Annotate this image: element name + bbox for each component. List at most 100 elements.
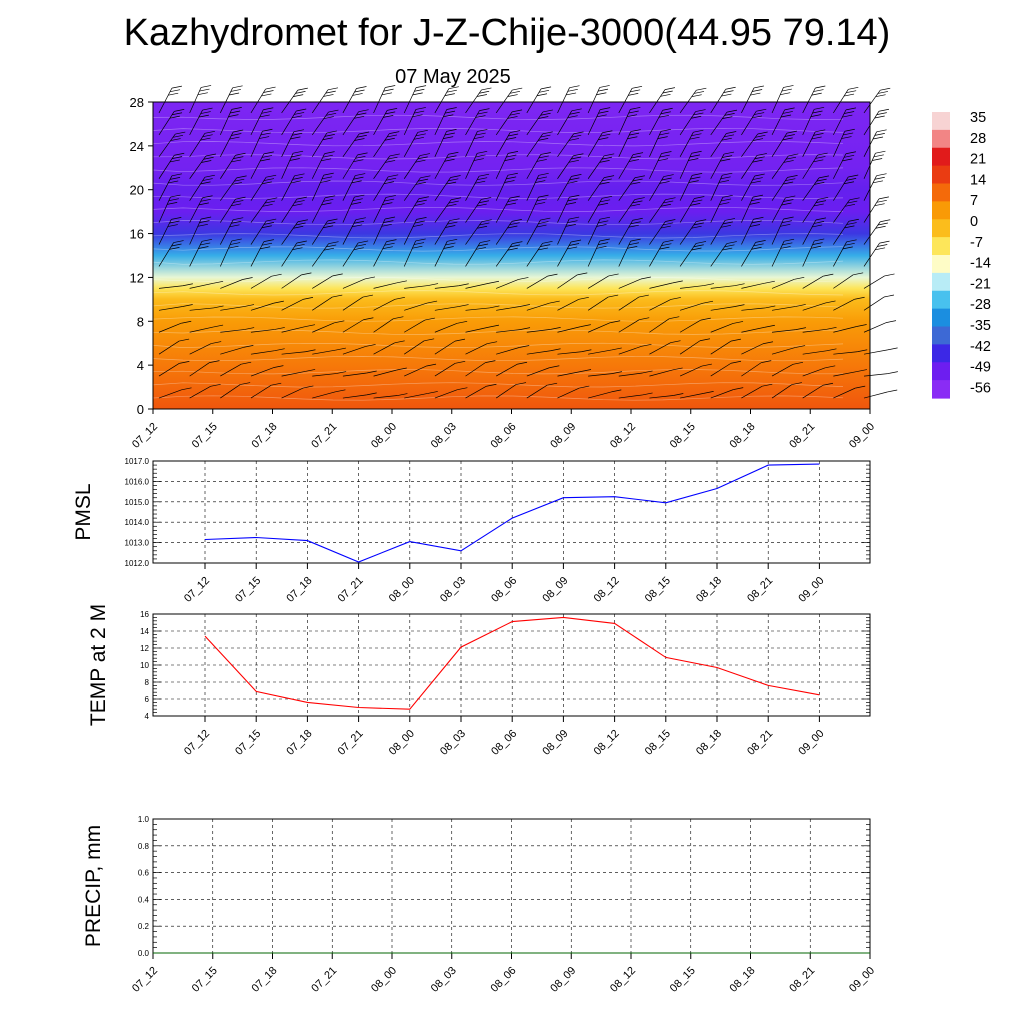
heatmap-xtick-label: 09_00 (847, 421, 877, 451)
colorbar-swatch (932, 326, 950, 345)
wind-barb (495, 195, 520, 223)
wind-barb (557, 153, 584, 179)
wind-barb (219, 129, 244, 157)
wind-barb (158, 240, 184, 267)
wind-barb (465, 197, 492, 223)
wind-barb (802, 382, 834, 399)
wind-barb (710, 194, 733, 223)
wind-barb (833, 174, 859, 201)
temp2m-ytick-label: 8 (145, 678, 150, 687)
wind-barb (618, 107, 641, 136)
wind-barb (189, 341, 222, 355)
wind-barb (250, 128, 273, 157)
wind-barb (465, 240, 491, 267)
wind-barb (618, 276, 651, 289)
wind-barb (741, 280, 775, 289)
wind-barb (342, 173, 366, 201)
isotherm-line (152, 193, 844, 199)
colorbar-swatch (932, 219, 950, 238)
wind-barb (434, 320, 468, 333)
wind-barb (465, 173, 490, 201)
wind-barb (312, 320, 345, 333)
precip-xtick-label: 08_06 (489, 965, 519, 995)
isotherm-line (152, 220, 844, 226)
isotherm-line (152, 127, 844, 134)
wind-barb (679, 363, 712, 377)
precip-ytick-label: 0.0 (138, 949, 150, 958)
wind-barb (771, 85, 794, 114)
page-subtitle: 07 May 2025 (395, 66, 511, 88)
wind-barb (771, 382, 802, 399)
wind-barb (189, 305, 224, 311)
wind-barb (496, 277, 529, 289)
heatmap-ytick-label: 28 (130, 95, 144, 110)
wind-barb (373, 195, 396, 223)
wind-barb (557, 194, 580, 223)
wind-barb (863, 389, 898, 399)
colorbar-label: -56 (970, 380, 991, 396)
wind-barb (679, 219, 707, 245)
wind-barb (557, 216, 580, 245)
wind-barb (404, 283, 439, 289)
wind-barb (618, 152, 644, 179)
wind-barb (833, 86, 859, 114)
colorbar-swatch (932, 362, 950, 381)
precip-xtick-label: 08_15 (668, 965, 698, 995)
wind-barb (465, 150, 488, 179)
wind-barb (771, 276, 805, 289)
wind-barb (526, 172, 549, 201)
wind-barb (465, 219, 492, 245)
pmsl-ytick-label: 1014.0 (125, 518, 150, 527)
wind-barb (434, 218, 460, 245)
wind-barb (649, 197, 676, 223)
pmsl-xtick-label: 07_18 (284, 575, 314, 605)
wind-barb (281, 219, 308, 245)
isotherm-line (152, 356, 844, 362)
wind-barb (342, 344, 376, 355)
wind-barb (587, 175, 615, 201)
wind-barb (526, 348, 561, 355)
colorbar-label: 7 (970, 193, 978, 209)
wind-barb (403, 217, 427, 245)
wind-barb (741, 216, 764, 245)
wind-barb (802, 217, 827, 245)
wind-barb (403, 238, 426, 267)
temp2m-xtick-label: 08_00 (387, 728, 417, 758)
wind-barb (587, 85, 610, 114)
wind-barb (679, 129, 704, 157)
pmsl-ytick-label: 1013.0 (125, 539, 150, 548)
wind-barb (557, 85, 580, 114)
wind-barb (833, 239, 857, 267)
wind-barb (373, 108, 398, 136)
precip-ytick-label: 0.8 (138, 842, 150, 851)
wind-barb (189, 324, 224, 333)
precip-xtick-label: 07_12 (130, 965, 160, 995)
temp2m-ylabel: TEMP at 2 M (87, 604, 110, 726)
wind-barb (281, 369, 316, 377)
wind-barb (220, 382, 251, 399)
wind-barb (618, 217, 643, 245)
wind-barb (434, 283, 469, 289)
wind-barb (741, 153, 767, 179)
isotherm-line (152, 233, 844, 239)
wind-barb (649, 219, 676, 245)
pmsl-ylabel: PMSL (72, 483, 95, 540)
wind-barb (710, 304, 745, 311)
wind-barb (250, 365, 284, 377)
wind-barb (710, 241, 737, 267)
wind-barb (250, 174, 277, 201)
wind-barb (311, 151, 335, 179)
wind-barb (741, 360, 772, 377)
wind-barb (373, 296, 405, 311)
wind-barb (342, 370, 377, 377)
wind-barb (771, 107, 795, 136)
wind-barb (649, 297, 681, 311)
wind-barb (434, 86, 459, 114)
heatmap-xtick-label: 08_03 (429, 421, 459, 451)
wind-barb (373, 340, 405, 355)
wind-barb (281, 272, 312, 289)
wind-barb (557, 296, 589, 311)
wind-barb (281, 108, 307, 136)
wind-barb (771, 130, 798, 158)
